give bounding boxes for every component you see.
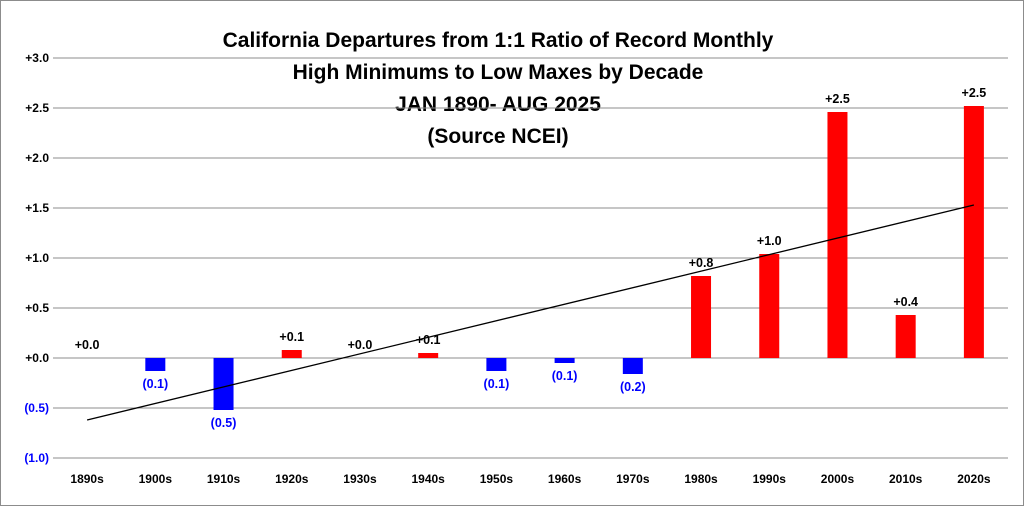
x-tick-label: 1980s bbox=[684, 472, 718, 486]
x-tick-label: 1940s bbox=[411, 472, 445, 486]
data-label: +2.5 bbox=[962, 86, 987, 100]
x-tick-label: 2020s bbox=[957, 472, 991, 486]
y-tick-label: +0.0 bbox=[25, 351, 49, 365]
data-label: (0.1) bbox=[484, 377, 510, 391]
y-tick-label: +1.5 bbox=[25, 201, 49, 215]
bar-1960s bbox=[554, 358, 575, 363]
data-label: +0.0 bbox=[348, 338, 373, 352]
data-labels: +0.0 (0.1) (0.5) +0.1 +0.0 +0.1 (0.1) (0.1) (0.2… bbox=[75, 86, 987, 430]
y-axis-ticks: +3.0 +2.5 +2.0 +1.5 +1.0 +0.5 +0.0 (0.5) (1.0) bbox=[24, 51, 49, 465]
trendline bbox=[86, 204, 975, 421]
title-line-2: High Minimums to Low Maxes by Decade bbox=[293, 61, 704, 84]
x-tick-label: 1930s bbox=[343, 472, 377, 486]
bar-1900s bbox=[145, 358, 166, 371]
bar-2010s bbox=[895, 315, 916, 358]
y-tick-label: +2.5 bbox=[25, 101, 49, 115]
data-label: +0.8 bbox=[689, 256, 714, 270]
y-tick-label: (1.0) bbox=[24, 451, 49, 465]
x-tick-label: 2010s bbox=[889, 472, 923, 486]
data-label: +2.5 bbox=[825, 92, 850, 106]
bars bbox=[145, 106, 984, 410]
y-tick-label: +2.0 bbox=[25, 151, 49, 165]
title-line-3: JAN 1890- AUG 2025 bbox=[395, 93, 601, 116]
x-tick-label: 1890s bbox=[70, 472, 104, 486]
bar-1910s bbox=[213, 358, 234, 410]
y-tick-label: (0.5) bbox=[24, 401, 49, 415]
y-tick-label: +3.0 bbox=[25, 51, 49, 65]
x-tick-label: 1950s bbox=[480, 472, 514, 486]
bar-1990s bbox=[759, 254, 780, 358]
bar-1940s bbox=[418, 353, 439, 358]
bar-1980s bbox=[691, 276, 712, 358]
data-label: (0.1) bbox=[142, 377, 168, 391]
x-tick-label: 1910s bbox=[207, 472, 241, 486]
data-label: (0.2) bbox=[620, 380, 646, 394]
x-tick-label: 2000s bbox=[821, 472, 855, 486]
x-tick-label: 1920s bbox=[275, 472, 309, 486]
bar-1920s bbox=[281, 350, 302, 358]
gridlines bbox=[53, 57, 1008, 459]
chart-title: California Departures from 1:1 Ratio of … bbox=[223, 29, 774, 148]
bar-2020s bbox=[963, 106, 984, 358]
x-tick-label: 1970s bbox=[616, 472, 650, 486]
bar-1950s bbox=[486, 358, 507, 371]
title-line-4: (Source NCEI) bbox=[427, 125, 568, 148]
x-tick-label: 1900s bbox=[139, 472, 173, 486]
trendline-group bbox=[86, 204, 975, 421]
bar-2000s bbox=[827, 112, 848, 358]
data-label: +0.1 bbox=[416, 333, 441, 347]
y-tick-label: +0.5 bbox=[25, 301, 49, 315]
y-tick-label: +1.0 bbox=[25, 251, 49, 265]
data-label: +0.1 bbox=[279, 330, 304, 344]
x-tick-label: 1960s bbox=[548, 472, 582, 486]
title-line-1: California Departures from 1:1 Ratio of … bbox=[223, 29, 774, 52]
data-label: +0.0 bbox=[75, 338, 100, 352]
data-label: +1.0 bbox=[757, 234, 782, 248]
data-label: +0.4 bbox=[893, 295, 918, 309]
x-tick-label: 1990s bbox=[753, 472, 787, 486]
bar-1970s bbox=[622, 358, 643, 374]
data-label: (0.5) bbox=[211, 416, 237, 430]
data-label: (0.1) bbox=[552, 369, 578, 383]
x-axis-ticks: 1890s 1900s 1910s 1920s 1930s 1940s 1950s 1960s… bbox=[70, 472, 990, 486]
